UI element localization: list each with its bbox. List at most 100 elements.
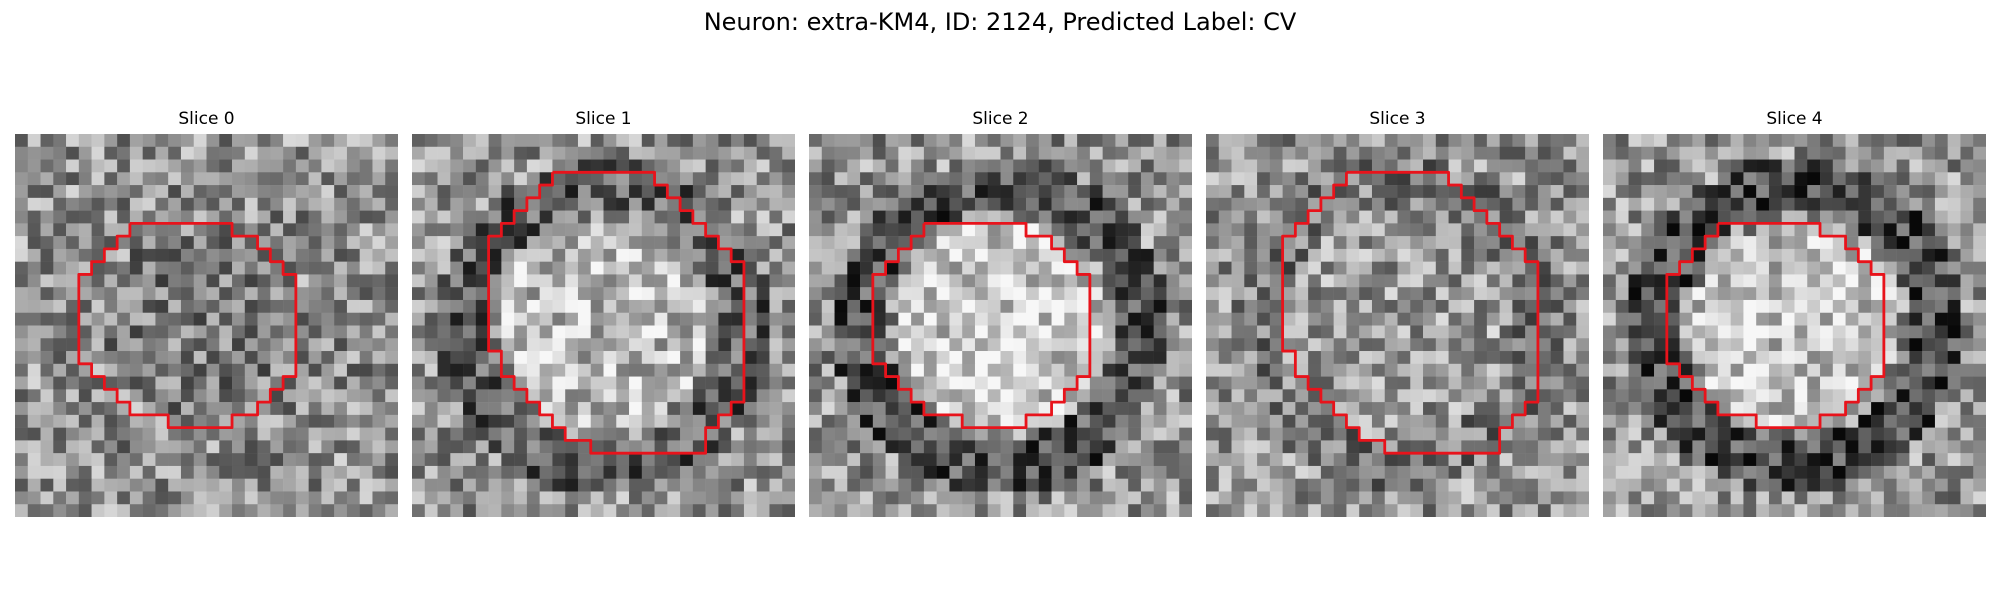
pixel	[1320, 287, 1334, 301]
pixel	[974, 134, 988, 148]
pixel	[1705, 414, 1719, 428]
pixel	[616, 414, 630, 428]
pixel	[1231, 363, 1245, 377]
pixel	[667, 504, 681, 517]
pixel	[424, 504, 438, 517]
pixel	[782, 312, 795, 326]
pixel	[1947, 248, 1961, 262]
pixel	[1486, 248, 1500, 262]
pixel	[359, 491, 373, 505]
pixel	[1064, 185, 1078, 199]
pixel	[1346, 210, 1360, 224]
pixel	[308, 223, 322, 237]
pixel	[334, 402, 348, 416]
pixel	[66, 172, 80, 186]
pixel	[1384, 210, 1398, 224]
pixel	[641, 453, 655, 467]
pixel	[1320, 248, 1334, 262]
pixel	[295, 248, 309, 262]
pixel	[949, 274, 963, 288]
pixel	[359, 338, 373, 352]
pixel	[974, 197, 988, 211]
pixel	[667, 465, 681, 479]
pixel	[1883, 325, 1897, 339]
pixel	[15, 402, 29, 416]
pixel	[244, 159, 258, 173]
pixel	[412, 478, 426, 492]
segmentation-contour	[1665, 221, 1886, 430]
pixel	[372, 465, 386, 479]
pixel	[1179, 325, 1192, 339]
pixel	[346, 376, 360, 390]
pixel	[526, 159, 540, 173]
pixel	[66, 414, 80, 428]
pixel	[1603, 414, 1617, 428]
pixel	[552, 287, 566, 301]
pixel	[1896, 427, 1910, 441]
pixel	[193, 338, 207, 352]
pixel	[1717, 465, 1731, 479]
pixel	[692, 389, 706, 403]
pixel	[1448, 453, 1462, 467]
pixel	[692, 134, 706, 148]
pixel	[1743, 134, 1757, 148]
pixel	[680, 427, 694, 441]
pixel	[1909, 402, 1923, 416]
pixel	[1603, 389, 1617, 403]
pixel	[1832, 325, 1846, 339]
pixel	[1423, 414, 1437, 428]
pixel	[821, 159, 835, 173]
pixel	[1051, 453, 1065, 467]
pixel	[359, 159, 373, 173]
pixel	[769, 223, 783, 237]
pixel	[308, 389, 322, 403]
pixel	[809, 389, 823, 403]
pixel	[117, 402, 131, 416]
pixel	[117, 299, 131, 313]
pixel	[437, 223, 451, 237]
pixel	[1973, 299, 1986, 313]
pixel	[962, 134, 976, 148]
pixel	[142, 159, 156, 173]
pixel	[936, 389, 950, 403]
pixel	[142, 376, 156, 390]
pixel	[565, 376, 579, 390]
pixel	[1461, 427, 1475, 441]
pixel	[1026, 261, 1040, 275]
pixel	[923, 134, 937, 148]
pixel	[1064, 274, 1078, 288]
pixel	[577, 440, 591, 454]
pixel	[1679, 363, 1693, 377]
pixel	[1756, 402, 1770, 416]
pixel	[321, 223, 335, 237]
pixel	[450, 274, 464, 288]
pixel	[577, 504, 591, 517]
pixel	[641, 172, 655, 186]
pixel	[1858, 491, 1872, 505]
pixel	[270, 210, 284, 224]
pixel	[923, 453, 937, 467]
pixel	[692, 236, 706, 250]
pixel	[1858, 402, 1872, 416]
pixel	[1947, 223, 1961, 237]
pixel	[1960, 210, 1974, 224]
pixel	[1153, 248, 1167, 262]
pixel	[1537, 351, 1551, 365]
pixel	[372, 376, 386, 390]
pixel	[987, 134, 1001, 148]
pixel	[412, 185, 426, 199]
pixel	[53, 287, 67, 301]
pixel	[1743, 363, 1757, 377]
pixel	[731, 402, 745, 416]
pixel	[1934, 210, 1948, 224]
pixel	[1512, 172, 1526, 186]
pixel	[1615, 248, 1629, 262]
pixel	[641, 210, 655, 224]
pixel	[1603, 427, 1617, 441]
pixel	[1934, 351, 1948, 365]
pixel	[1371, 351, 1385, 365]
pixel	[219, 351, 233, 365]
pixel	[1179, 299, 1192, 313]
pixel	[1871, 478, 1885, 492]
pixel	[1883, 134, 1897, 148]
